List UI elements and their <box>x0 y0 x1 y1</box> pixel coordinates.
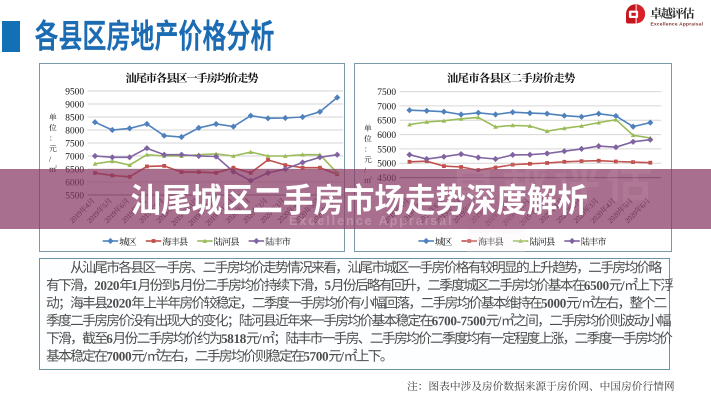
svg-text:6500: 6500 <box>377 117 396 127</box>
svg-text:7500: 7500 <box>377 88 396 98</box>
svg-text:6000: 6000 <box>377 131 396 141</box>
svg-text:5500: 5500 <box>377 145 396 155</box>
svg-text:7000: 7000 <box>377 102 396 112</box>
svg-text:8000: 8000 <box>65 126 84 136</box>
svg-text:7000: 7000 <box>65 152 84 162</box>
svg-text:8500: 8500 <box>65 113 84 123</box>
svg-text:5000: 5000 <box>377 160 396 170</box>
svg-text:7500: 7500 <box>65 139 84 149</box>
svg-text:9500: 9500 <box>65 87 84 97</box>
svg-text:9000: 9000 <box>65 100 84 110</box>
svg-text:Excellence Appraisal: Excellence Appraisal <box>651 22 704 28</box>
svg-text:Excellence Appraisal: Excellence Appraisal <box>289 214 454 228</box>
